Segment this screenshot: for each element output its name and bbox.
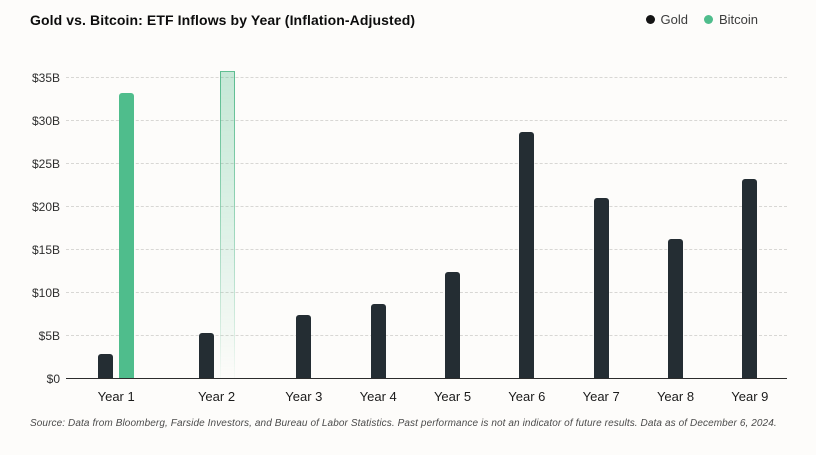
x-axis-label-year-3: Year 3 xyxy=(285,389,323,404)
x-axis-label-year-8: Year 8 xyxy=(656,389,695,404)
x-axis-label-year-6: Year 6 xyxy=(508,389,546,404)
chart-header: Gold vs. Bitcoin: ETF Inflows by Year (I… xyxy=(0,12,816,34)
gridline-$30B xyxy=(66,120,787,121)
gridline-$15B xyxy=(66,249,787,250)
chart-footer: Source: Data from Bloomberg, Farside Inv… xyxy=(30,418,786,429)
legend-item-gold: Gold xyxy=(645,12,688,27)
bar-group-year-1 xyxy=(66,78,166,379)
gridline-$25B xyxy=(66,163,787,164)
bar-group-year-6 xyxy=(490,78,564,379)
source-note: Source: Data from Bloomberg, Farside Inv… xyxy=(30,418,777,429)
y-axis: $0 $5B $10B $15B $20B $25B $30B $35B xyxy=(28,71,66,386)
bitcoin-legend-dot-icon xyxy=(703,15,713,24)
y-axis-tick-label: $30B xyxy=(31,114,60,128)
x-axis-labels: Year 1 Year 2 Year 3 Year 4 Year 5 Year 6 Year… xyxy=(66,389,787,404)
bar-gold-year-4 xyxy=(370,304,386,379)
bar-bitcoin-year-1 xyxy=(119,93,135,379)
legend-label-gold: Gold xyxy=(660,12,688,27)
x-axis-label-year-9: Year 9 xyxy=(731,389,769,404)
gridline-$35B xyxy=(66,77,787,78)
bar-group-year-4 xyxy=(341,78,415,379)
x-axis-label-year-7: Year 7 xyxy=(582,389,620,404)
bar-group-year-8 xyxy=(638,78,712,379)
gridline-$10B xyxy=(66,292,787,293)
gridline-$5B xyxy=(66,335,787,336)
chart-title: Gold vs. Bitcoin: ETF Inflows by Year (I… xyxy=(30,12,416,28)
bar-gold-year-2 xyxy=(198,332,214,379)
bar-bitcoin-year-2-partial xyxy=(219,71,235,379)
y-axis-tick-label: $35B xyxy=(31,71,60,85)
legend-item-bitcoin: Bitcoin xyxy=(703,12,758,27)
bar-gold-year-1 xyxy=(98,354,114,379)
gridline-$20B xyxy=(66,206,787,207)
bar-group-year-7 xyxy=(564,78,638,379)
x-axis-label-year-5: Year 5 xyxy=(433,389,472,404)
plot-area xyxy=(66,71,787,379)
y-axis-tick-label: $20B xyxy=(31,200,60,214)
bar-gold-year-5 xyxy=(445,271,460,379)
y-axis-tick-label: $5B xyxy=(38,329,60,343)
y-axis-tick-label: $0 xyxy=(46,372,60,386)
bar-group-year-9 xyxy=(713,78,787,379)
x-axis-line xyxy=(66,378,787,379)
bar-gold-year-6 xyxy=(519,132,535,379)
bar-gold-year-8 xyxy=(667,238,683,379)
bars-row xyxy=(66,71,787,379)
x-axis-label-year-2: Year 2 xyxy=(197,389,236,404)
y-axis-tick-label: $10B xyxy=(31,286,60,300)
x-axis-label-year-1: Year 1 xyxy=(97,389,135,404)
bar-gold-year-3 xyxy=(296,314,312,379)
legend-label-bitcoin: Bitcoin xyxy=(718,12,758,27)
x-axis-label-year-4: Year 4 xyxy=(359,389,397,404)
bar-gold-year-9 xyxy=(742,179,758,379)
gold-legend-dot-icon xyxy=(645,15,655,24)
bar-group-year-2 xyxy=(166,71,266,379)
y-axis-tick-label: $25B xyxy=(31,157,60,171)
bar-gold-year-7 xyxy=(593,198,609,379)
chart-area: $0 $5B $10B $15B $20B $25B $30B $35B xyxy=(28,71,787,386)
y-axis-tick-label: $15B xyxy=(31,243,60,257)
bar-group-year-5 xyxy=(415,78,489,379)
bar-group-year-3 xyxy=(267,78,341,379)
legend: Gold Bitcoin xyxy=(645,12,758,27)
